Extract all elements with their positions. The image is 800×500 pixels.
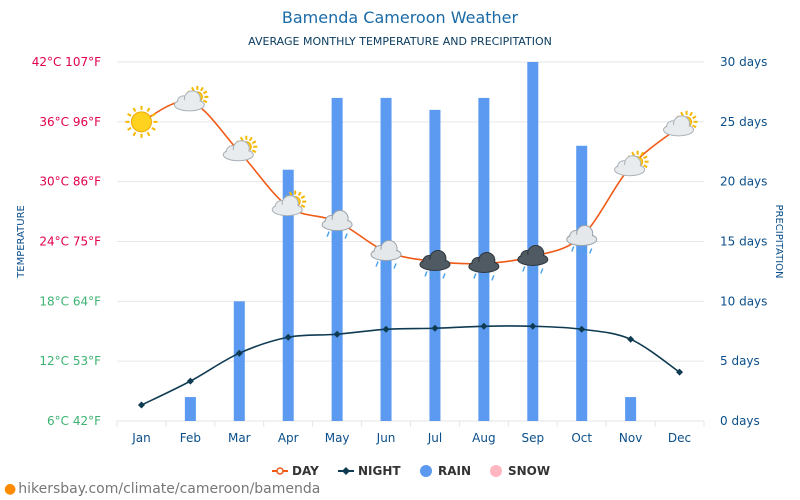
x-tick-label-jan: Jan [131, 431, 151, 445]
rain-cloud-icon-oct [566, 225, 598, 254]
left-tick-label-6: 6°C 42°F [47, 414, 101, 428]
legend-item-rain[interactable]: RAIN [420, 464, 471, 478]
x-tick-label-may: May [325, 431, 350, 445]
night-point-jun [382, 325, 390, 333]
source-url[interactable]: hikersbay.com/climate/cameroon/bamenda [18, 481, 321, 497]
night-point-aug [480, 322, 488, 330]
night-line [141, 325, 680, 406]
chart-subtitle: AVERAGE MONTHLY TEMPERATURE AND PRECIPIT… [248, 35, 552, 48]
rain-bar-sep [527, 62, 539, 421]
legend-item-snow[interactable]: SNOW [490, 464, 550, 478]
left-tick-label-0: 42°C 107°F [32, 55, 101, 69]
legend-label-day: DAY [292, 464, 319, 478]
legend-item-night[interactable]: NIGHT [338, 464, 401, 478]
right-tick-label-2: 20 days [720, 175, 767, 189]
x-tick-label-nov: Nov [619, 431, 642, 445]
chart-title: Bamenda Cameroon Weather [281, 8, 519, 27]
night-point-jan [137, 401, 145, 409]
rain-cloud-icon-may [321, 210, 353, 239]
left-tick-label-5: 12°C 53°F [39, 354, 101, 368]
legend-label-rain: RAIN [438, 464, 471, 478]
storm-cloud-icon-jul [419, 249, 451, 279]
rain-bar-feb [184, 397, 196, 421]
left-tick-label-1: 36°C 96°F [39, 115, 101, 129]
left-axis-title: TEMPERATURE [16, 205, 27, 279]
right-tick-label-3: 15 days [720, 235, 767, 249]
night-point-may [333, 330, 341, 338]
partly-cloudy-icon-nov [614, 150, 649, 177]
x-tick-label-jun: Jun [376, 431, 396, 445]
rain-bar-mar [233, 301, 245, 421]
sun-icon-jan [125, 105, 158, 138]
night-point-dec [676, 368, 684, 376]
rain-bar-oct [576, 145, 588, 421]
x-tick-label-dec: Dec [668, 431, 691, 445]
legend-item-day[interactable]: DAY [272, 464, 319, 478]
right-axis-title: PRECIPITATION [773, 204, 784, 278]
rain-cloud-icon-jun [370, 239, 402, 269]
partly-cloudy-icon-feb [173, 85, 209, 112]
rain-bar-nov [625, 397, 637, 421]
x-tick-label-mar: Mar [228, 431, 251, 445]
night-point-mar [235, 349, 243, 357]
partly-cloudy-icon-apr [271, 190, 307, 217]
left-tick-label-3: 24°C 75°F [39, 235, 101, 249]
x-tick-label-sep: Sep [521, 431, 544, 445]
legend-label-night: NIGHT [358, 464, 401, 478]
legend-label-snow: SNOW [508, 464, 550, 478]
left-tick-label-4: 18°C 64°F [39, 294, 101, 308]
x-tick-label-oct: Oct [571, 431, 592, 445]
rain-bar-may [331, 97, 343, 422]
x-tick-label-jul: Jul [427, 431, 442, 445]
source-footer[interactable]: ● hikersbay.com/climate/cameroon/bamenda [4, 481, 320, 497]
night-point-sep [529, 322, 537, 330]
right-tick-label-1: 25 days [720, 115, 767, 129]
right-tick-label-0: 30 days [720, 55, 767, 69]
partly-cloudy-icon-dec [663, 110, 698, 137]
partly-cloudy-icon-mar [222, 135, 258, 162]
night-point-oct [578, 325, 586, 333]
night-point-apr [284, 333, 292, 341]
x-tick-label-feb: Feb [180, 431, 201, 445]
location-pin-icon: ● [4, 481, 17, 497]
night-point-nov [627, 335, 635, 343]
right-tick-label-6: 0 days [720, 414, 760, 428]
night-point-jul [431, 324, 439, 332]
right-tick-label-4: 10 days [720, 294, 767, 308]
storm-cloud-icon-sep [517, 244, 549, 274]
x-tick-label-aug: Aug [472, 431, 495, 445]
day-line [141, 100, 681, 265]
rain-bar-apr [282, 169, 294, 421]
x-tick-label-apr: Apr [278, 431, 299, 445]
left-tick-label-2: 30°C 86°F [39, 175, 101, 189]
night-point-feb [186, 377, 194, 385]
right-tick-label-5: 5 days [720, 354, 760, 368]
storm-cloud-icon-aug [468, 251, 500, 281]
